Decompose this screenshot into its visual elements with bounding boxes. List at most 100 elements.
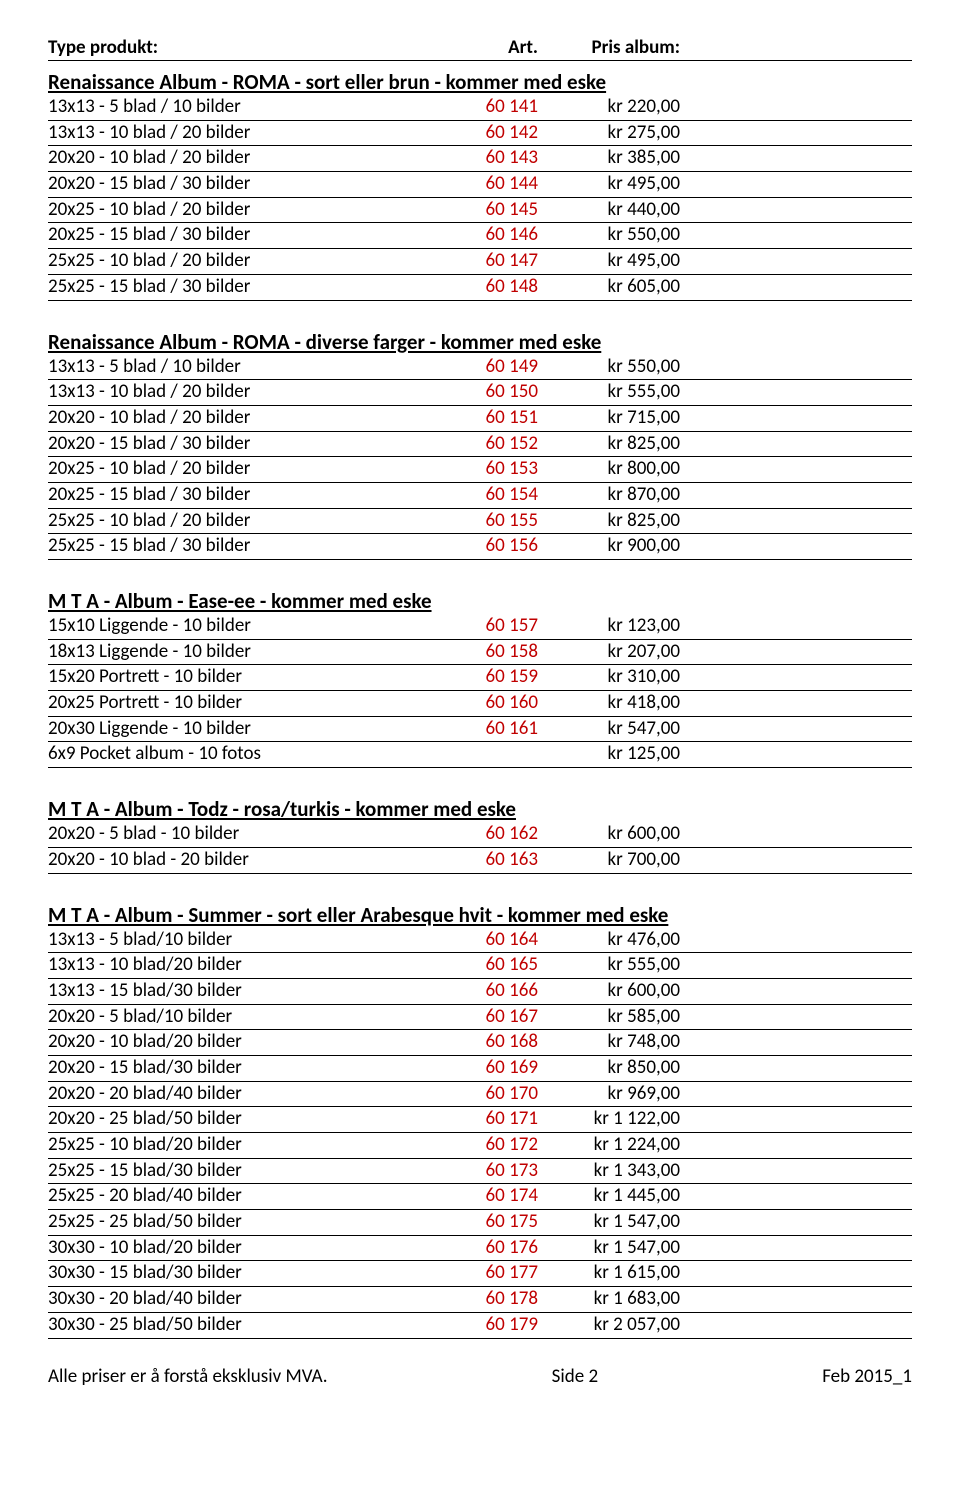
cell-art: 60 163 [438, 848, 544, 873]
cell-price: kr 550,00 [544, 223, 680, 248]
cell-price: kr 550,00 [544, 355, 680, 380]
section-title: Renaissance Album - ROMA - diverse farge… [48, 329, 912, 355]
table-row: 13x13 - 5 blad / 10 bilder60 141kr 220,0… [48, 95, 912, 121]
table-row: 20x20 - 10 blad/20 bilder60 168kr 748,00 [48, 1030, 912, 1056]
table-row: 25x25 - 15 blad/30 bilder60 173kr 1 343,… [48, 1159, 912, 1185]
cell-product: 18x13 Liggende - 10 bilder [48, 640, 438, 665]
cell-art: 60 155 [438, 509, 544, 534]
table-row: 13x13 - 5 blad / 10 bilder60 149kr 550,0… [48, 355, 912, 381]
cell-art: 60 148 [438, 275, 544, 300]
cell-product: 13x13 - 10 blad/20 bilder [48, 953, 438, 978]
cell-price: kr 418,00 [544, 691, 680, 716]
table-row: 15x10 Liggende - 10 bilder60 157kr 123,0… [48, 614, 912, 640]
section-spacer [48, 874, 912, 894]
table-header: Type produkt: Art. Pris album: [48, 36, 912, 61]
table-row: 13x13 - 10 blad/20 bilder60 165kr 555,00 [48, 953, 912, 979]
cell-product: 20x20 - 15 blad / 30 bilder [48, 432, 438, 457]
cell-price: kr 440,00 [544, 198, 680, 223]
cell-price: kr 969,00 [544, 1082, 680, 1107]
cell-price: kr 555,00 [544, 380, 680, 405]
cell-price: kr 600,00 [544, 822, 680, 847]
cell-art: 60 173 [438, 1159, 544, 1184]
cell-price: kr 275,00 [544, 121, 680, 146]
cell-product: 25x25 - 25 blad/50 bilder [48, 1210, 438, 1235]
cell-product: 20x20 - 15 blad/30 bilder [48, 1056, 438, 1081]
cell-product: 20x20 - 5 blad/10 bilder [48, 1005, 438, 1030]
cell-price: kr 125,00 [544, 742, 680, 767]
cell-product: 20x25 - 15 blad / 30 bilder [48, 483, 438, 508]
table-row: 25x25 - 25 blad/50 bilder60 175kr 1 547,… [48, 1210, 912, 1236]
cell-price: kr 547,00 [544, 717, 680, 742]
cell-product: 20x25 Portrett - 10 bilder [48, 691, 438, 716]
table-row: 25x25 - 15 blad / 30 bilder60 156kr 900,… [48, 534, 912, 560]
cell-product: 25x25 - 10 blad/20 bilder [48, 1133, 438, 1158]
cell-product: 20x25 - 10 blad / 20 bilder [48, 457, 438, 482]
cell-product: 13x13 - 5 blad/10 bilder [48, 928, 438, 953]
section-spacer [48, 301, 912, 321]
cell-price: kr 600,00 [544, 979, 680, 1004]
cell-price: kr 2 057,00 [544, 1313, 680, 1338]
cell-product: 20x20 - 10 blad/20 bilder [48, 1030, 438, 1055]
cell-product: 20x20 - 10 blad - 20 bilder [48, 848, 438, 873]
cell-price: kr 605,00 [544, 275, 680, 300]
table-row: 13x13 - 5 blad/10 bilder60 164kr 476,00 [48, 928, 912, 954]
header-art: Art. [438, 36, 544, 59]
cell-art: 60 161 [438, 717, 544, 742]
cell-art: 60 159 [438, 665, 544, 690]
cell-product: 25x25 - 15 blad / 30 bilder [48, 275, 438, 300]
cell-price: kr 385,00 [544, 146, 680, 171]
table-row: 25x25 - 10 blad / 20 bilder60 155kr 825,… [48, 509, 912, 535]
table-row: 30x30 - 20 blad/40 bilder60 178kr 1 683,… [48, 1287, 912, 1313]
cell-product: 20x20 - 20 blad/40 bilder [48, 1082, 438, 1107]
page-footer: Alle priser er å forstå eksklusiv MVA. S… [48, 1365, 912, 1388]
cell-art: 60 176 [438, 1236, 544, 1261]
cell-price: kr 1 445,00 [544, 1184, 680, 1209]
cell-art: 60 152 [438, 432, 544, 457]
cell-art: 60 175 [438, 1210, 544, 1235]
section-spacer [48, 560, 912, 580]
cell-price: kr 476,00 [544, 928, 680, 953]
table-row: 20x25 - 10 blad / 20 bilder60 153kr 800,… [48, 457, 912, 483]
cell-price: kr 220,00 [544, 95, 680, 120]
cell-price: kr 495,00 [544, 249, 680, 274]
footer-center: Side 2 [552, 1365, 598, 1388]
cell-price: kr 800,00 [544, 457, 680, 482]
header-price: Pris album: [544, 36, 680, 59]
cell-product: 13x13 - 5 blad / 10 bilder [48, 95, 438, 120]
cell-art: 60 160 [438, 691, 544, 716]
cell-art: 60 162 [438, 822, 544, 847]
table-row: 30x30 - 10 blad/20 bilder60 176kr 1 547,… [48, 1236, 912, 1262]
footer-left: Alle priser er å forstå eksklusiv MVA. [48, 1365, 328, 1388]
cell-art: 60 178 [438, 1287, 544, 1312]
table-row: 15x20 Portrett - 10 bilder60 159kr 310,0… [48, 665, 912, 691]
cell-price: kr 1 547,00 [544, 1236, 680, 1261]
cell-art: 60 169 [438, 1056, 544, 1081]
sections-container: Renaissance Album - ROMA - sort eller br… [48, 69, 912, 1339]
cell-price: kr 825,00 [544, 432, 680, 457]
cell-art: 60 154 [438, 483, 544, 508]
cell-product: 15x20 Portrett - 10 bilder [48, 665, 438, 690]
table-row: 20x25 Portrett - 10 bilder60 160kr 418,0… [48, 691, 912, 717]
cell-art: 60 172 [438, 1133, 544, 1158]
table-row: 20x20 - 5 blad - 10 bilder60 162kr 600,0… [48, 822, 912, 848]
cell-price: kr 1 122,00 [544, 1107, 680, 1132]
cell-product: 30x30 - 25 blad/50 bilder [48, 1313, 438, 1338]
cell-art: 60 171 [438, 1107, 544, 1132]
cell-price: kr 585,00 [544, 1005, 680, 1030]
cell-price: kr 123,00 [544, 614, 680, 639]
table-row: 20x25 - 15 blad / 30 bilder60 154kr 870,… [48, 483, 912, 509]
cell-product: 20x30 Liggende - 10 bilder [48, 717, 438, 742]
cell-art: 60 150 [438, 380, 544, 405]
cell-product: 20x20 - 15 blad / 30 bilder [48, 172, 438, 197]
cell-art: 60 158 [438, 640, 544, 665]
table-row: 20x20 - 20 blad/40 bilder60 170kr 969,00 [48, 1082, 912, 1108]
table-row: 20x20 - 10 blad - 20 bilder60 163kr 700,… [48, 848, 912, 874]
table-row: 25x25 - 10 blad / 20 bilder60 147kr 495,… [48, 249, 912, 275]
cell-art: 60 153 [438, 457, 544, 482]
header-product: Type produkt: [48, 36, 438, 59]
cell-product: 15x10 Liggende - 10 bilder [48, 614, 438, 639]
table-row: 20x20 - 15 blad / 30 bilder60 144kr 495,… [48, 172, 912, 198]
cell-art: 60 142 [438, 121, 544, 146]
cell-art: 60 151 [438, 406, 544, 431]
cell-price: kr 1 615,00 [544, 1261, 680, 1286]
